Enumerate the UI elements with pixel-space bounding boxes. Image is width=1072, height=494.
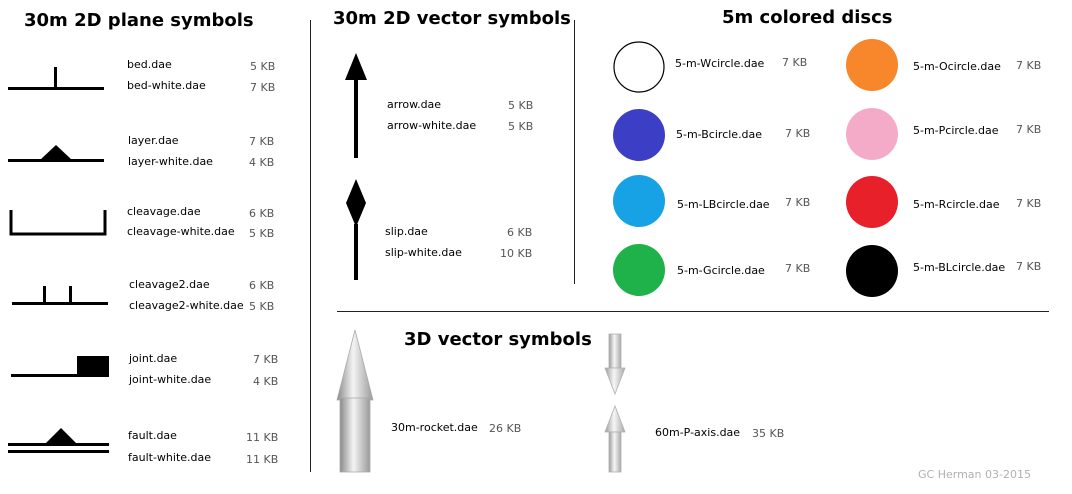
p-axis-3d-icon — [604, 333, 626, 473]
file-name[interactable]: 5-m-Ocircle.dae — [913, 60, 1001, 73]
divider-left — [310, 20, 311, 472]
file-name[interactable]: bed-white.dae — [127, 79, 206, 92]
cleavage2-symbol-icon — [12, 286, 108, 305]
file-name[interactable]: cleavage-white.dae — [127, 225, 235, 238]
file-size: 35 KB — [752, 427, 785, 440]
file-size: 6 KB — [249, 207, 275, 220]
disc-green-icon — [613, 244, 665, 296]
file-size: 7 KB — [785, 262, 811, 275]
file-size: 7 KB — [253, 353, 279, 366]
file-size: 5 KB — [508, 99, 534, 112]
disc-red-icon — [846, 176, 898, 228]
file-name[interactable]: layer.dae — [128, 134, 179, 147]
file-name[interactable]: bed.dae — [127, 58, 172, 71]
divider-middle — [574, 20, 575, 284]
vector3d-symbols-title: 3D vector symbols — [404, 329, 592, 350]
cleavage-symbol-icon — [9, 210, 107, 236]
file-name[interactable]: 5-m-Bcircle.dae — [676, 128, 763, 141]
file-size: 5 KB — [250, 60, 276, 73]
file-name[interactable]: 60m-P-axis.dae — [655, 426, 741, 439]
file-size: 7 KB — [782, 56, 808, 69]
layer-symbol-icon — [8, 145, 104, 162]
colored-discs-title: 5m colored discs — [722, 7, 893, 28]
file-name[interactable]: cleavage.dae — [127, 205, 201, 218]
arrow-symbol-icon — [345, 53, 367, 158]
file-name[interactable]: joint.dae — [129, 352, 178, 365]
file-size: 5 KB — [508, 120, 534, 133]
file-name[interactable]: layer-white.dae — [128, 155, 213, 168]
disc-orange-icon — [846, 39, 898, 91]
file-name[interactable]: arrow-white.dae — [387, 119, 477, 132]
fault-symbol-icon — [8, 428, 109, 453]
file-size: 11 KB — [246, 453, 279, 466]
rocket-3d-icon — [336, 329, 374, 473]
slip-symbol-icon — [346, 179, 366, 280]
file-name[interactable]: joint-white.dae — [129, 373, 212, 386]
file-name[interactable]: fault-white.dae — [128, 451, 212, 464]
file-size: 10 KB — [500, 247, 533, 260]
file-size: 11 KB — [246, 431, 279, 444]
bed-symbol-icon — [8, 67, 104, 90]
file-name[interactable]: 5-m-Wcircle.dae — [675, 57, 765, 70]
file-name[interactable]: 5-m-BLcircle.dae — [913, 261, 1006, 274]
file-name[interactable]: 30m-rocket.dae — [391, 421, 478, 434]
file-size: 7 KB — [785, 127, 811, 140]
author-credit: GC Herman 03-2015 — [918, 468, 1031, 481]
file-name[interactable]: 5-m-Gcircle.dae — [677, 264, 765, 277]
file-size: 7 KB — [1016, 197, 1042, 210]
file-name[interactable]: cleavage2.dae — [129, 278, 210, 291]
file-name[interactable]: 5-m-Rcircle.dae — [913, 198, 1000, 211]
file-size: 7 KB — [1016, 123, 1042, 136]
file-size: 5 KB — [249, 300, 275, 313]
file-name[interactable]: slip-white.dae — [385, 246, 462, 259]
file-size: 7 KB — [1016, 59, 1042, 72]
file-size: 7 KB — [250, 81, 276, 94]
file-size: 7 KB — [785, 196, 811, 209]
plane-symbols-title: 30m 2D plane symbols — [24, 10, 254, 31]
file-name[interactable]: cleavage2-white.dae — [129, 299, 244, 312]
disc-blue-icon — [613, 109, 665, 161]
file-name[interactable]: slip.dae — [385, 225, 428, 238]
file-size: 7 KB — [1016, 260, 1042, 273]
file-name[interactable]: fault.dae — [128, 429, 177, 442]
file-name[interactable]: arrow.dae — [387, 98, 442, 111]
file-size: 6 KB — [507, 226, 533, 239]
file-size: 4 KB — [253, 375, 279, 388]
file-size: 26 KB — [489, 422, 522, 435]
joint-symbol-icon — [11, 356, 109, 377]
file-name[interactable]: 5-m-Pcircle.dae — [913, 124, 999, 137]
file-size: 7 KB — [249, 135, 275, 148]
file-size: 5 KB — [249, 227, 275, 240]
file-size: 6 KB — [249, 279, 275, 292]
disc-pink-icon — [846, 108, 898, 160]
file-name[interactable]: 5-m-LBcircle.dae — [677, 198, 770, 211]
divider-horizontal — [337, 311, 1049, 312]
disc-white-icon — [613, 41, 665, 93]
disc-black-icon — [846, 245, 898, 297]
vector2d-symbols-title: 30m 2D vector symbols — [333, 8, 571, 29]
disc-light-blue-icon — [613, 175, 665, 227]
file-size: 4 KB — [249, 156, 275, 169]
